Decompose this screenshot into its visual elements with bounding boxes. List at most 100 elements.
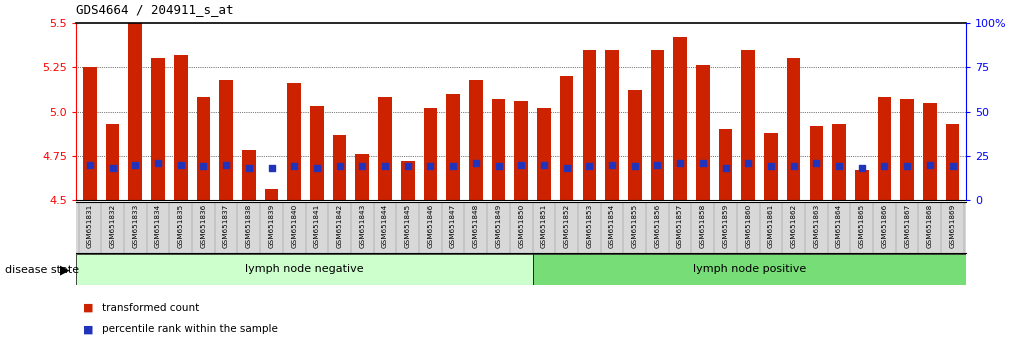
Text: GSM651850: GSM651850 bbox=[519, 203, 524, 247]
Point bbox=[149, 160, 166, 166]
Text: GSM651839: GSM651839 bbox=[268, 203, 275, 247]
Bar bbox=[128, 23, 142, 200]
Point bbox=[286, 164, 302, 169]
Bar bbox=[424, 108, 437, 200]
Bar bbox=[264, 189, 279, 200]
Bar bbox=[76, 254, 533, 285]
Bar bbox=[559, 76, 574, 200]
Text: GSM651833: GSM651833 bbox=[132, 203, 138, 247]
Bar bbox=[491, 99, 505, 200]
Point bbox=[785, 164, 801, 169]
Text: GSM651869: GSM651869 bbox=[950, 203, 956, 247]
Bar bbox=[651, 50, 664, 200]
Point bbox=[809, 160, 825, 166]
Bar bbox=[106, 124, 119, 200]
Text: GSM651842: GSM651842 bbox=[337, 203, 343, 247]
Bar bbox=[764, 133, 778, 200]
Point bbox=[377, 164, 394, 169]
Text: GSM651836: GSM651836 bbox=[200, 203, 206, 247]
Point bbox=[400, 164, 416, 169]
Text: GSM651834: GSM651834 bbox=[155, 203, 161, 247]
Text: GSM651849: GSM651849 bbox=[495, 203, 501, 247]
Text: GSM651838: GSM651838 bbox=[246, 203, 252, 247]
Point bbox=[468, 160, 484, 166]
Bar bbox=[605, 50, 618, 200]
Bar bbox=[832, 124, 846, 200]
Point bbox=[740, 160, 757, 166]
Point bbox=[649, 162, 665, 167]
Bar bbox=[946, 124, 959, 200]
Text: GSM651859: GSM651859 bbox=[722, 203, 728, 247]
Point bbox=[127, 162, 143, 167]
Point bbox=[513, 162, 529, 167]
Text: GSM651844: GSM651844 bbox=[382, 203, 388, 247]
Bar bbox=[174, 55, 187, 200]
Bar bbox=[356, 154, 369, 200]
Point bbox=[354, 164, 370, 169]
Text: GSM651860: GSM651860 bbox=[745, 203, 752, 247]
Text: GSM651847: GSM651847 bbox=[451, 203, 456, 247]
Bar bbox=[900, 99, 914, 200]
Bar bbox=[446, 94, 460, 200]
Point bbox=[105, 165, 121, 171]
Point bbox=[81, 162, 98, 167]
Text: ■: ■ bbox=[83, 324, 94, 334]
Point bbox=[717, 165, 733, 171]
Point bbox=[899, 164, 915, 169]
Point bbox=[422, 164, 438, 169]
Text: GSM651840: GSM651840 bbox=[291, 203, 297, 247]
Bar bbox=[537, 108, 551, 200]
Point bbox=[763, 164, 779, 169]
Bar bbox=[469, 80, 483, 200]
Point bbox=[173, 162, 189, 167]
Bar bbox=[696, 65, 710, 200]
Bar bbox=[627, 90, 642, 200]
Point bbox=[604, 162, 620, 167]
Point bbox=[309, 165, 325, 171]
Text: GSM651861: GSM651861 bbox=[768, 203, 774, 247]
Bar bbox=[310, 106, 323, 200]
Text: disease state: disease state bbox=[5, 265, 79, 275]
Text: GSM651853: GSM651853 bbox=[587, 203, 592, 247]
Text: GSM651863: GSM651863 bbox=[814, 203, 820, 247]
Point bbox=[332, 164, 348, 169]
Bar bbox=[787, 58, 800, 200]
Text: GSM651831: GSM651831 bbox=[86, 203, 93, 247]
Point bbox=[921, 162, 938, 167]
Point bbox=[945, 164, 961, 169]
Point bbox=[263, 165, 280, 171]
Point bbox=[241, 165, 257, 171]
Bar bbox=[378, 97, 392, 200]
Point bbox=[490, 164, 506, 169]
Bar bbox=[741, 50, 755, 200]
Point bbox=[445, 164, 462, 169]
Text: GSM651846: GSM651846 bbox=[427, 203, 433, 247]
Text: GSM651845: GSM651845 bbox=[405, 203, 411, 247]
Bar bbox=[923, 103, 937, 200]
Text: percentile rank within the sample: percentile rank within the sample bbox=[102, 324, 278, 334]
Text: GSM651854: GSM651854 bbox=[609, 203, 615, 247]
Bar bbox=[515, 101, 528, 200]
Text: GSM651867: GSM651867 bbox=[904, 203, 910, 247]
Point bbox=[672, 160, 689, 166]
Bar bbox=[673, 37, 686, 200]
Text: GSM651864: GSM651864 bbox=[836, 203, 842, 247]
Text: GSM651855: GSM651855 bbox=[632, 203, 638, 247]
Point bbox=[195, 164, 212, 169]
Text: GSM651857: GSM651857 bbox=[677, 203, 683, 247]
Point bbox=[218, 162, 234, 167]
Bar bbox=[878, 97, 891, 200]
Point bbox=[581, 164, 597, 169]
Bar bbox=[810, 126, 823, 200]
Text: lymph node positive: lymph node positive bbox=[693, 264, 806, 274]
Point bbox=[558, 165, 575, 171]
Bar bbox=[288, 83, 301, 200]
Text: GSM651858: GSM651858 bbox=[700, 203, 706, 247]
Text: GSM651837: GSM651837 bbox=[223, 203, 229, 247]
Bar bbox=[583, 50, 596, 200]
Bar bbox=[333, 135, 347, 200]
Point bbox=[877, 164, 893, 169]
Bar bbox=[719, 129, 732, 200]
Text: GSM651832: GSM651832 bbox=[110, 203, 116, 247]
Text: GSM651868: GSM651868 bbox=[926, 203, 933, 247]
